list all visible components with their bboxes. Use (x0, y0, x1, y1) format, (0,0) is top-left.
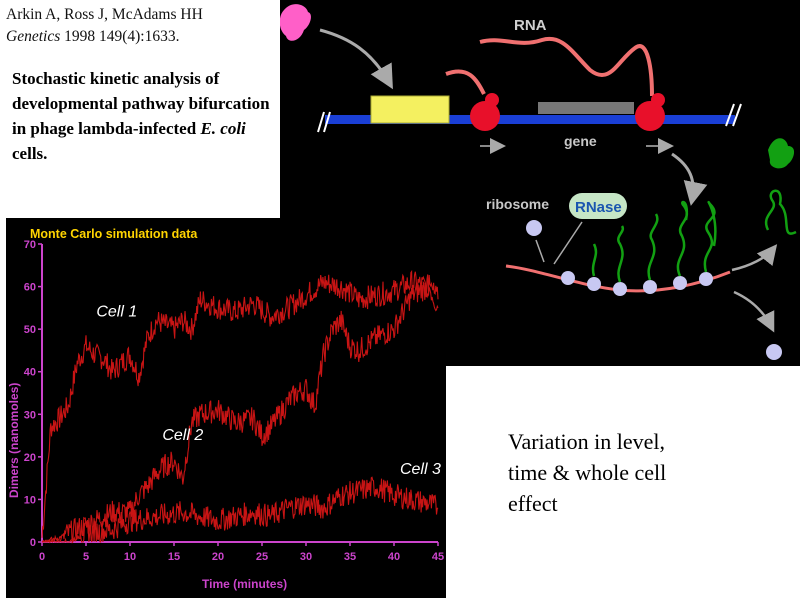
polysome-ribosome (643, 280, 657, 294)
citation-journal-line: Genetics 1998 149(4):1633. (6, 26, 278, 48)
x-tick-label: 25 (256, 551, 268, 563)
citation: Arkin A, Ross J, McAdams HH Genetics 199… (6, 4, 278, 48)
ribosome-label: ribosome (486, 196, 549, 212)
x-tick-label: 40 (388, 551, 400, 563)
chart-title: Monte Carlo simulation data (30, 227, 198, 241)
x-tick-label: 20 (212, 551, 224, 563)
promoter-box (370, 95, 450, 124)
polysome-ribosome (699, 272, 713, 286)
rnase-bubble (569, 193, 627, 219)
note-line-1: Variation in level, (508, 429, 666, 454)
rnase-label: RNase (575, 199, 622, 216)
x-tick-label: 35 (344, 551, 356, 563)
nascent-protein (676, 200, 689, 277)
degradation-arrow-icon (733, 290, 775, 333)
x-tick-label: 10 (124, 551, 136, 563)
polymerase-2 (635, 101, 665, 131)
y-tick-label: 0 (30, 537, 36, 549)
chart-ylabel: Dimers (nanomoles) (7, 383, 21, 498)
dna-break-left-icon (317, 111, 331, 133)
polysome-ribosome (587, 277, 601, 291)
citation-ref: 1998 149(4):1633. (64, 28, 180, 45)
green-protein-icon (768, 138, 795, 169)
y-tick-label: 30 (24, 409, 36, 421)
rna-strand (479, 36, 654, 97)
gene-label: gene (564, 133, 597, 149)
chart-svg: Monte Carlo simulation data 010203040506… (7, 227, 444, 591)
paper-title-part2: cells. (12, 144, 48, 163)
nascent-protein (703, 201, 717, 273)
release-arrow-icon (731, 244, 778, 272)
x-tick-label: 5 (83, 551, 89, 563)
series-line-cell-1 (41, 269, 439, 538)
cell-annotation-3: Cell 3 (400, 461, 441, 478)
y-tick-label: 20 (24, 452, 36, 464)
x-tick-label: 15 (168, 551, 180, 563)
rna-strand-2 (445, 69, 486, 95)
paper-title-part1: Stochastic kinetic analysis of developme… (12, 69, 270, 138)
x-tick-label: 30 (300, 551, 312, 563)
free-ribosome (526, 220, 542, 236)
nascent-protein (647, 213, 659, 281)
released-ribosome (766, 344, 782, 360)
cell-annotation-2: Cell 2 (162, 427, 203, 444)
note-line-3: effect (508, 491, 558, 516)
annotation-layer: Cell 1 Cell 2 Cell 3 (96, 303, 441, 478)
pink-protein-icon (279, 4, 311, 41)
nascent-protein (591, 243, 598, 277)
dna-strand (325, 115, 735, 124)
gene-box (538, 102, 634, 114)
rnase-arrow-icon (553, 221, 583, 265)
polysome-ribosome (561, 271, 575, 285)
citation-authors: Arkin A, Ross J, McAdams HH (6, 6, 203, 23)
y-tick-label: 40 (24, 367, 36, 379)
series-line-cell-3 (41, 476, 439, 544)
x-tick-label: 45 (432, 551, 444, 563)
y-tick-label: 70 (24, 239, 36, 251)
y-tick-label: 10 (24, 494, 36, 506)
binding-arrow-icon (319, 28, 393, 90)
note-line-2: time & whole cell (508, 460, 667, 485)
ribosome-bind-arrow-icon (535, 239, 545, 263)
polymerase-2-cap (651, 93, 665, 107)
chart-xlabel: Time (minutes) (202, 577, 287, 591)
series-line-cell-2 (42, 274, 439, 544)
note-box: Variation in level, time & whole cell ef… (446, 366, 800, 600)
y-tick-label: 60 (24, 282, 36, 294)
folded-protein (764, 189, 797, 235)
paper-title: Stochastic kinetic analysis of developme… (12, 66, 276, 166)
citation-journal: Genetics (6, 28, 61, 45)
rna-label: RNA (514, 17, 547, 34)
x-tick-label: 0 (39, 551, 45, 563)
polymerase-1-cap (485, 93, 499, 107)
diagram-svg: RNA gene ribosome RNase (279, 4, 797, 360)
polysome-ribosome (673, 276, 687, 290)
y-tick-label: 50 (24, 324, 36, 336)
paper-title-organism: E. coli (200, 119, 246, 138)
dna-break-right-icon (725, 103, 742, 127)
series-layer (41, 269, 439, 544)
monte-carlo-chart: Monte Carlo simulation data 0 10 20 30 40 50 6… (6, 218, 446, 598)
translation-arrow-icon (671, 152, 708, 206)
polymerase-1 (470, 101, 500, 131)
axes-layer: 0 10 20 30 40 50 60 70 0 5 10 15 20 25 30 35 40 45 (24, 239, 444, 563)
cell-annotation-1: Cell 1 (96, 303, 137, 320)
note-text: Variation in level, time & whole cell ef… (508, 426, 748, 519)
polysome-ribosome (613, 282, 627, 296)
nascent-protein (617, 225, 625, 283)
